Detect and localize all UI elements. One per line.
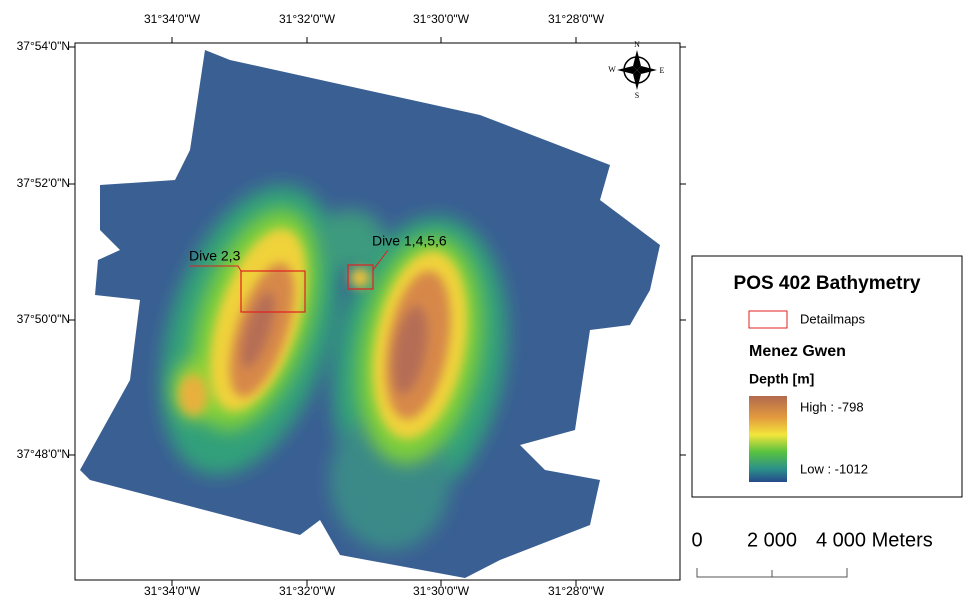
annotation: Dive 1,4,5,6 (372, 233, 447, 249)
compass-w: W (608, 65, 616, 74)
lon-label: 31°28'0"W (548, 584, 605, 598)
legend-depth-title: Depth [m] (749, 371, 814, 387)
annotation: Dive 2,3 (189, 248, 241, 264)
compass-n: N (634, 40, 640, 49)
lon-label: 31°34'0"W (144, 12, 201, 26)
lon-label: 31°30'0"W (413, 12, 470, 26)
lat-label: 37°54'0"N (17, 39, 70, 53)
legend-detail: Detailmaps (800, 311, 866, 326)
scale-label: 4 000 Meters (816, 529, 933, 551)
legend-box (691, 255, 963, 498)
legend-detail-swatch (748, 310, 788, 329)
legend-high: High : -798 (800, 399, 864, 414)
leader-line (190, 265, 242, 272)
detail-map-box (347, 264, 374, 290)
lat-label: 37°48'0"N (17, 447, 70, 461)
compass-e: E (660, 66, 665, 75)
lon-label: 31°34'0"W (144, 584, 201, 598)
scale-label: 2 000 (747, 529, 797, 551)
legend-ramp (749, 396, 787, 482)
lat-label: 37°50'0"N (17, 312, 70, 326)
leader-line (372, 249, 389, 271)
lon-label: 31°32'0"W (279, 12, 336, 26)
scale-label: 0 (691, 529, 702, 551)
scale-bar (696, 568, 848, 578)
lat-label: 37°52'0"N (17, 176, 70, 190)
legend-area: Menez Gwen (749, 343, 846, 360)
compass: N S W E (608, 40, 664, 100)
legend-low: Low : -1012 (800, 461, 868, 476)
lon-label: 31°28'0"W (548, 12, 605, 26)
legend-title: POS 402 Bathymetry (734, 273, 921, 294)
detail-map-box (240, 270, 306, 313)
compass-s: S (635, 91, 639, 100)
lon-label: 31°32'0"W (279, 584, 336, 598)
lon-label: 31°30'0"W (413, 584, 470, 598)
